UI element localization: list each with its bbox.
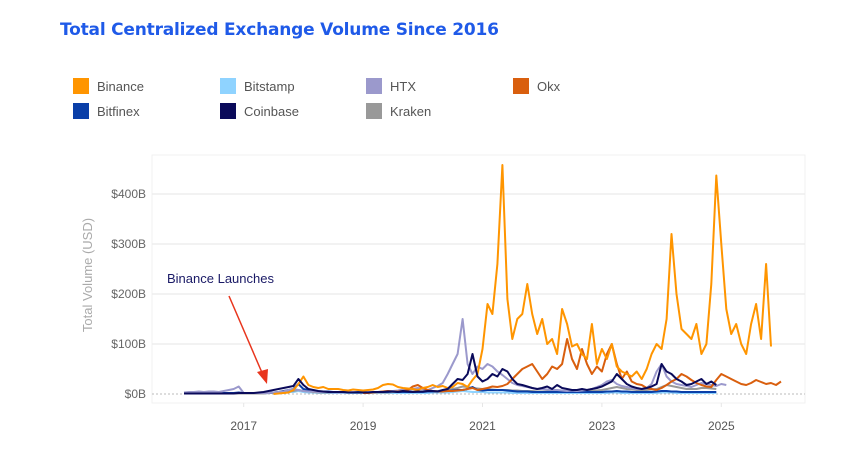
annotation: Binance Launches <box>167 271 274 384</box>
annotation-arrow-line <box>228 295 264 376</box>
x-tick-label: 2021 <box>469 419 496 433</box>
legend-swatch-bitfinex <box>73 103 89 119</box>
legend-item-kraken[interactable]: Kraken <box>366 102 431 120</box>
legend-item-okx[interactable]: Okx <box>513 77 560 95</box>
x-tick-label: 2017 <box>230 419 257 433</box>
y-axis-label: Total Volume (USD) <box>80 218 95 332</box>
legend-label: Bitstamp <box>244 78 295 94</box>
plot-area <box>151 154 806 404</box>
legend-swatch-okx <box>513 78 529 94</box>
legend-item-bitstamp[interactable]: Bitstamp <box>220 77 295 95</box>
annotation-text: Binance Launches <box>167 271 274 286</box>
series-line-htx <box>183 318 727 394</box>
legend-label: Bitfinex <box>97 103 140 119</box>
legend-item-binance[interactable]: Binance <box>73 77 144 95</box>
legend-item-bitfinex[interactable]: Bitfinex <box>73 102 140 120</box>
legend: Binance Bitstamp HTX Okx Bitfinex Coinba… <box>73 77 633 123</box>
chart-title: Total Centralized Exchange Volume Since … <box>60 20 499 40</box>
legend-swatch-coinbase <box>220 103 236 119</box>
legend-label: Kraken <box>390 103 432 119</box>
y-axis-ticks: $0B $100B $200B $300B $400B <box>111 187 146 401</box>
series-line-binance <box>273 164 772 395</box>
legend-swatch-kraken <box>366 103 382 119</box>
legend-swatch-htx <box>366 78 382 94</box>
y-tick-label: $200B <box>111 287 146 301</box>
legend-label: Coinbase <box>244 103 299 119</box>
y-tick-label: $100B <box>111 337 146 351</box>
legend-swatch-binance <box>73 78 89 94</box>
legend-label: HTX <box>390 78 416 94</box>
series-lines <box>183 164 782 395</box>
legend-label: Binance <box>97 78 144 94</box>
x-tick-label: 2023 <box>589 419 616 433</box>
y-tick-label: $400B <box>111 187 146 201</box>
series-line-coinbase <box>184 353 717 395</box>
annotation-arrow-head <box>257 369 268 384</box>
y-tick-label: $300B <box>111 237 146 251</box>
legend-label: Okx <box>537 78 561 94</box>
x-tick-label: 2019 <box>350 419 377 433</box>
x-axis-ticks: 2017 2019 2021 2023 2025 <box>230 403 735 433</box>
x-tick-label: 2025 <box>708 419 735 433</box>
legend-item-coinbase[interactable]: Coinbase <box>220 102 299 120</box>
legend-item-htx[interactable]: HTX <box>366 77 416 95</box>
y-tick-label: $0B <box>125 387 146 401</box>
legend-swatch-bitstamp <box>220 78 236 94</box>
